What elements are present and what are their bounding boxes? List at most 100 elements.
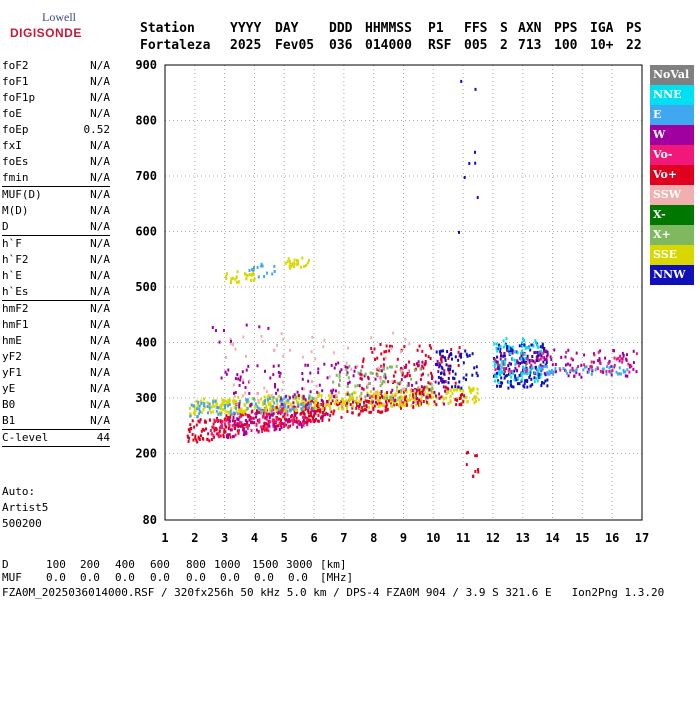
param-value: N/A bbox=[90, 350, 110, 363]
echo-point bbox=[395, 402, 398, 406]
echo-point bbox=[386, 366, 389, 370]
echo-point bbox=[205, 420, 207, 424]
echo-point bbox=[403, 404, 406, 407]
echo-point bbox=[550, 358, 553, 362]
echo-point bbox=[500, 384, 502, 388]
footer-d-value: 1500 bbox=[252, 558, 279, 571]
auto-line: 500200 bbox=[2, 517, 42, 530]
echo-point bbox=[499, 371, 502, 375]
echo-point bbox=[244, 419, 247, 422]
y-tick-label: 80 bbox=[143, 513, 157, 527]
param-value: N/A bbox=[90, 237, 110, 250]
echo-point bbox=[275, 424, 278, 428]
echo-point bbox=[385, 405, 388, 409]
echo-point bbox=[511, 345, 514, 349]
echo-point bbox=[506, 345, 509, 348]
echo-point bbox=[380, 376, 383, 380]
echo-point bbox=[218, 340, 221, 344]
footer-d-value: 3000 bbox=[286, 558, 313, 571]
echo-point bbox=[266, 423, 269, 427]
echo-point bbox=[427, 373, 430, 377]
param-row: hmF1 N/A bbox=[2, 317, 110, 333]
file-info-text: FZA0M_2025036014000.RSF / 320fx256h 50 k… bbox=[2, 586, 552, 599]
echo-point bbox=[541, 381, 543, 385]
echo-point bbox=[384, 396, 387, 400]
echo-point bbox=[599, 349, 602, 353]
echo-point bbox=[590, 360, 593, 364]
echo-point bbox=[385, 397, 388, 401]
echo-point bbox=[226, 410, 229, 414]
echo-point bbox=[395, 364, 398, 368]
echo-point bbox=[386, 394, 389, 398]
echo-point bbox=[462, 376, 465, 380]
echo-point bbox=[224, 274, 227, 278]
echo-point bbox=[536, 379, 539, 383]
echo-point bbox=[226, 272, 228, 276]
echo-point bbox=[413, 399, 416, 403]
echo-point bbox=[238, 407, 240, 411]
echo-point bbox=[511, 351, 514, 355]
echo-point bbox=[528, 360, 531, 364]
echo-point bbox=[525, 370, 528, 374]
echo-point bbox=[232, 343, 234, 347]
x-tick-label: 4 bbox=[251, 531, 258, 545]
echo-point bbox=[538, 365, 541, 369]
echo-point bbox=[263, 275, 266, 278]
echo-point bbox=[396, 357, 399, 361]
echo-point bbox=[309, 397, 312, 401]
echo-point bbox=[259, 408, 262, 412]
footer-muf-value: 0.0 bbox=[115, 571, 135, 584]
echo-point bbox=[383, 350, 386, 354]
echo-point bbox=[396, 391, 399, 395]
echo-point bbox=[601, 370, 604, 374]
footer-muf-value: 0.0 bbox=[254, 571, 274, 584]
y-tick-label: 500 bbox=[135, 280, 157, 294]
echo-point bbox=[276, 388, 279, 392]
header-label-day: DAY bbox=[275, 21, 299, 36]
echo-point bbox=[191, 419, 194, 423]
ionospheric-parameters-panel: foF2 N/A foF1 N/A foF1p N/A foE N/A foEp 0.52… bbox=[2, 58, 110, 447]
echo-point bbox=[293, 265, 295, 269]
echo-point bbox=[504, 343, 507, 347]
echo-point bbox=[458, 346, 461, 350]
echo-point bbox=[535, 376, 538, 380]
echo-point bbox=[444, 380, 447, 384]
param-value: N/A bbox=[90, 204, 110, 217]
param-name: yE bbox=[2, 382, 16, 395]
echo-point bbox=[377, 394, 380, 398]
echo-point bbox=[394, 392, 397, 396]
echo-point bbox=[317, 409, 320, 413]
echo-point bbox=[384, 376, 387, 380]
echo-point bbox=[346, 390, 349, 394]
echo-point bbox=[212, 410, 215, 414]
echo-point bbox=[619, 372, 622, 376]
echo-point bbox=[224, 403, 227, 407]
echo-point bbox=[444, 359, 447, 362]
param-value: N/A bbox=[90, 220, 110, 233]
param-value: N/A bbox=[90, 91, 110, 104]
echo-point bbox=[626, 374, 629, 378]
echo-point bbox=[529, 384, 532, 388]
echo-point bbox=[368, 394, 371, 398]
echo-point bbox=[540, 368, 543, 372]
echo-point bbox=[509, 346, 512, 350]
y-tick-label: 700 bbox=[135, 169, 157, 183]
echo-point bbox=[513, 378, 516, 382]
y-tick-label: 600 bbox=[135, 224, 157, 238]
echo-point bbox=[453, 377, 456, 381]
echo-point bbox=[390, 391, 393, 395]
params-divider bbox=[2, 446, 110, 447]
echo-point bbox=[293, 262, 296, 266]
echo-point bbox=[622, 354, 625, 358]
echo-point bbox=[521, 342, 524, 346]
echo-point bbox=[499, 346, 502, 350]
echo-point bbox=[522, 360, 525, 364]
echo-point bbox=[269, 408, 272, 412]
echo-point bbox=[210, 438, 213, 441]
echo-point bbox=[203, 404, 205, 408]
echo-point bbox=[429, 395, 432, 399]
echo-point bbox=[317, 414, 320, 417]
echo-point bbox=[383, 380, 386, 384]
echo-point bbox=[280, 402, 283, 406]
echo-point bbox=[288, 259, 291, 263]
